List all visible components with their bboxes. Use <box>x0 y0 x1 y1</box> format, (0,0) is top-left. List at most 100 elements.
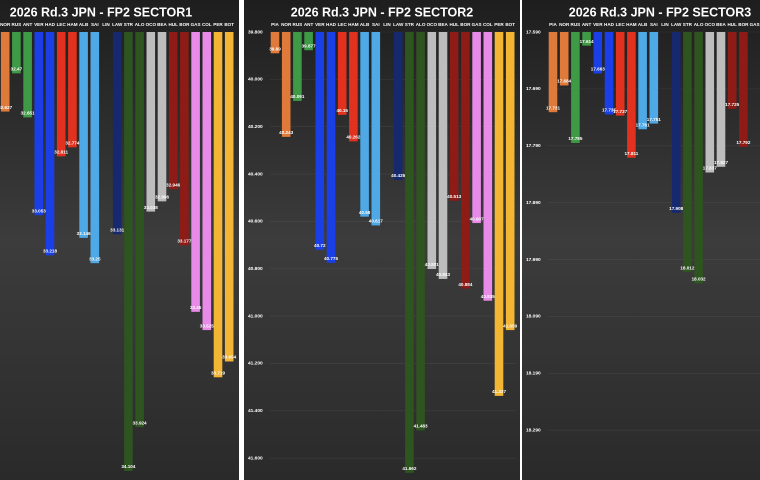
x-tick-label: HUL <box>168 22 178 27</box>
bar <box>90 32 100 264</box>
panel: 2026 Rd.3 JPN - FP2 SECTOR1 NOR 32.627 RUS 3… <box>0 0 239 480</box>
value-label: 17.908 <box>669 206 683 211</box>
bar <box>649 32 659 124</box>
x-tick-label: LAW <box>671 22 682 27</box>
value-label: 40.801 <box>425 262 439 267</box>
bar <box>548 32 558 113</box>
x-tick-label: RUS <box>293 22 303 27</box>
bar <box>34 32 44 216</box>
value-label: 17.761 <box>636 122 650 127</box>
bar <box>683 32 692 273</box>
x-tick-label: STR <box>683 22 693 27</box>
bar <box>627 32 636 158</box>
bar <box>360 32 369 217</box>
x-tick-label: ANT <box>582 22 592 27</box>
value-label: 40.425 <box>391 173 405 178</box>
bar <box>270 32 280 54</box>
value-label: 40.607 <box>470 216 484 221</box>
value-label: 18.032 <box>692 277 706 282</box>
value-label: 33.45 <box>190 305 202 310</box>
x-tick-label: LIN <box>383 22 391 27</box>
value-label: 17.663 <box>591 67 605 72</box>
value-label: 33.525 <box>200 323 214 328</box>
x-tick-label: BOT <box>224 22 234 27</box>
y-tick-label: 41.000 <box>248 313 263 319</box>
chart-title: 2026 Rd.3 JPN - FP2 SECTOR2 <box>291 5 474 19</box>
y-tick-label: 41.600 <box>248 455 263 461</box>
bar <box>124 32 133 471</box>
chart-title: 2026 Rd.3 JPN - FP2 SECTOR3 <box>569 5 752 19</box>
bar <box>112 32 122 235</box>
x-tick-label: LIN <box>102 22 110 27</box>
x-tick-label: BOT <box>505 22 515 27</box>
x-tick-label: HUL <box>727 22 737 27</box>
value-label: 40.58 <box>359 210 371 215</box>
bar <box>505 32 515 331</box>
value-label: 40.262 <box>346 135 360 140</box>
x-tick-label: ANT <box>23 22 33 27</box>
x-tick-label: BEA <box>157 22 167 27</box>
bar <box>281 32 291 137</box>
value-label: 40.513 <box>447 194 461 199</box>
bar <box>739 32 748 147</box>
x-tick-label: NOR <box>281 22 292 27</box>
bar <box>427 32 437 269</box>
bar <box>337 32 347 115</box>
x-tick-label: ALB <box>638 22 648 27</box>
x-tick-label: HUL <box>449 22 459 27</box>
x-tick-label: LIN <box>661 22 669 27</box>
bar <box>157 32 167 202</box>
value-label: 17.737 <box>613 109 627 114</box>
bar <box>483 32 493 301</box>
value-label: 40.843 <box>436 272 450 277</box>
value-label: 32.996 <box>155 195 169 200</box>
x-tick-label: NOR <box>559 22 570 27</box>
bar <box>349 32 358 142</box>
x-tick-label: ALO <box>135 22 145 27</box>
bar <box>593 32 603 74</box>
value-label: 40.935 <box>481 294 495 299</box>
x-tick-label: SAI <box>650 22 658 27</box>
x-tick-label: ALO <box>416 22 426 27</box>
bar <box>671 32 681 213</box>
x-tick-label: PIA <box>549 22 557 27</box>
value-label: 33.924 <box>133 420 147 425</box>
bar <box>604 32 614 115</box>
x-tick-label: LAW <box>393 22 404 27</box>
y-tick-label: 40.400 <box>248 171 263 177</box>
value-label: 33.177 <box>177 239 191 244</box>
value-label: 17.731 <box>546 105 560 110</box>
y-tick-label: 40.800 <box>248 266 263 272</box>
y-tick-label: 17.890 <box>526 200 541 206</box>
value-label: 32.47 <box>11 67 23 72</box>
value-label: 41.662 <box>402 466 416 471</box>
x-tick-label: BOR <box>460 22 471 27</box>
x-tick-label: BOR <box>179 22 190 27</box>
x-tick-label: PER <box>213 22 223 27</box>
bar <box>716 32 726 167</box>
bar <box>224 32 234 362</box>
y-tick-label: 41.400 <box>248 408 263 414</box>
bar <box>0 32 10 112</box>
bar <box>146 32 156 212</box>
value-label: 17.725 <box>725 102 739 107</box>
x-tick-label: VER <box>34 22 44 27</box>
value-label: 33.131 <box>110 227 124 232</box>
value-label: 32.651 <box>21 111 35 116</box>
value-label: 17.785 <box>568 136 582 141</box>
y-tick-label: 17.690 <box>526 86 541 92</box>
x-tick-label: OCO <box>427 22 438 27</box>
bar <box>12 32 21 74</box>
bar <box>213 32 223 378</box>
value-label: 41.483 <box>414 424 428 429</box>
x-tick-label: SAI <box>372 22 380 27</box>
x-tick-label: HAD <box>604 22 615 27</box>
x-tick-label: RUS <box>12 22 22 27</box>
x-tick-label: HAM <box>348 22 359 27</box>
value-label: 34.104 <box>121 464 135 469</box>
bar <box>571 32 580 143</box>
y-tick-label: 18.090 <box>526 314 541 320</box>
x-tick-label: GAS <box>191 22 201 27</box>
